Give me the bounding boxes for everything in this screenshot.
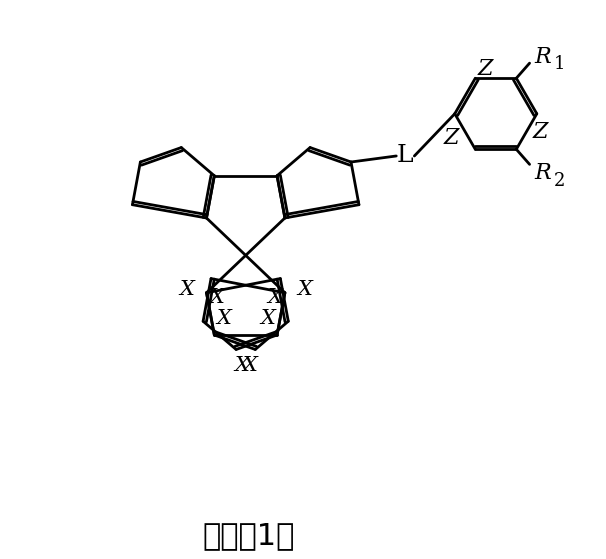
Text: 通式（1）: 通式（1）	[202, 522, 295, 551]
Text: X: X	[267, 288, 282, 306]
Text: X: X	[297, 280, 312, 299]
Text: Z: Z	[444, 126, 459, 149]
Text: X: X	[235, 356, 249, 375]
Text: 2: 2	[554, 172, 565, 190]
Text: Z: Z	[477, 58, 493, 80]
Text: X: X	[260, 309, 275, 328]
Text: X: X	[179, 280, 195, 299]
Text: X: X	[242, 356, 257, 375]
Text: L: L	[397, 144, 414, 168]
Text: R: R	[534, 163, 551, 184]
Text: Z: Z	[532, 121, 548, 143]
Text: R: R	[534, 46, 551, 68]
Text: 1: 1	[554, 55, 565, 73]
Text: X: X	[210, 288, 224, 306]
Text: X: X	[216, 309, 231, 328]
